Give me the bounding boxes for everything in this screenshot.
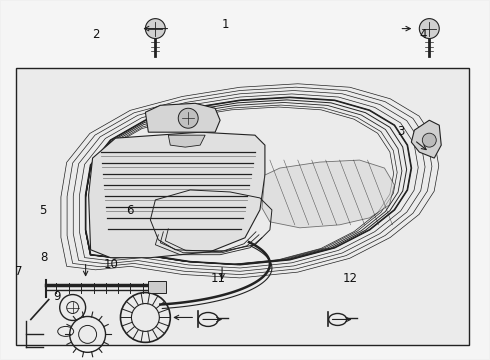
Circle shape <box>146 19 165 39</box>
Bar <box>16 68 469 345</box>
Bar <box>148 280 166 293</box>
Circle shape <box>419 19 439 39</box>
Circle shape <box>178 108 198 128</box>
Polygon shape <box>412 120 441 158</box>
Text: 1: 1 <box>222 18 229 31</box>
Polygon shape <box>89 132 265 258</box>
Text: 2: 2 <box>93 28 100 41</box>
Text: 5: 5 <box>39 204 46 217</box>
Text: 7: 7 <box>15 265 22 278</box>
Text: 12: 12 <box>343 272 357 285</box>
Circle shape <box>422 133 436 147</box>
Text: 11: 11 <box>211 272 226 285</box>
Text: 6: 6 <box>126 204 134 217</box>
Text: 8: 8 <box>40 251 48 264</box>
Text: 3: 3 <box>397 125 405 138</box>
Text: 10: 10 <box>103 258 118 271</box>
Text: 4: 4 <box>419 28 427 41</box>
Polygon shape <box>262 160 394 228</box>
Polygon shape <box>146 103 220 132</box>
Polygon shape <box>168 135 205 147</box>
Text: 9: 9 <box>53 290 61 303</box>
